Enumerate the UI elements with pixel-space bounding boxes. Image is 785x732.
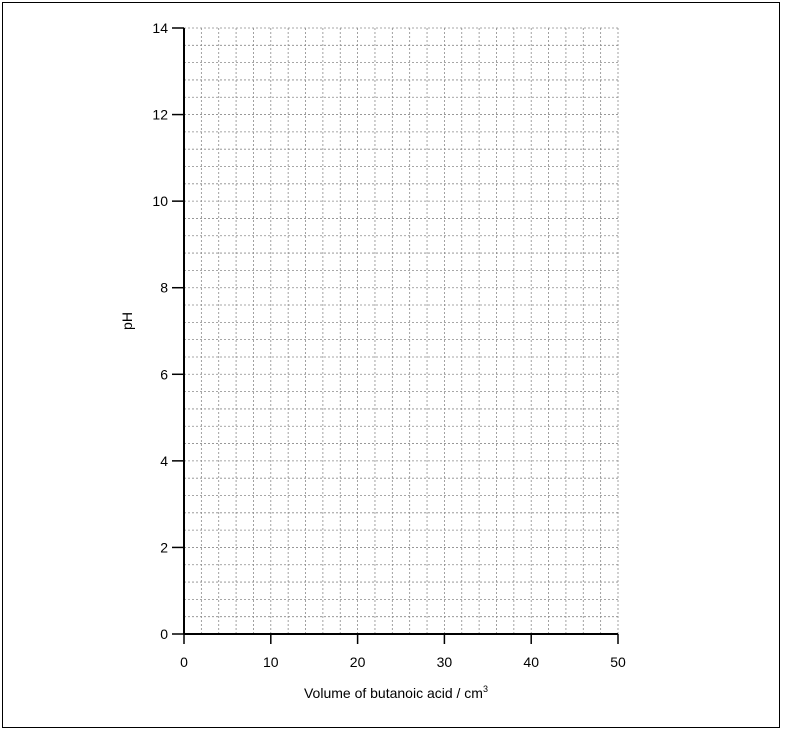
axes (183, 28, 618, 635)
x-tick-label: 0 (180, 654, 188, 670)
x-tick-label: 40 (523, 654, 539, 670)
ticks: 0 2 4 6 8 10 12 14 0 10 20 30 40 50 (152, 20, 626, 670)
y-tick-label: 2 (160, 539, 168, 555)
grid (184, 27, 619, 634)
x-axis-title: Volume of butanoic acid / cm3 (304, 684, 488, 701)
y-tick-label: 6 (160, 366, 168, 382)
y-tick-label: 8 (160, 280, 168, 296)
y-tick-label: 10 (152, 193, 168, 209)
y-tick-label: 0 (160, 626, 168, 642)
x-axis-title-main: Volume of butanoic acid / cm (304, 685, 483, 701)
y-tick-label: 12 (152, 107, 168, 123)
x-tick-label: 50 (610, 654, 626, 670)
x-tick-label: 20 (350, 654, 366, 670)
x-axis-title-superscript: 3 (483, 684, 488, 694)
y-tick-label: 4 (160, 453, 168, 469)
x-tick-label: 10 (263, 654, 279, 670)
y-axis-title: pH (119, 312, 135, 330)
x-tick-label: 30 (437, 654, 453, 670)
y-tick-label: 14 (152, 20, 168, 36)
